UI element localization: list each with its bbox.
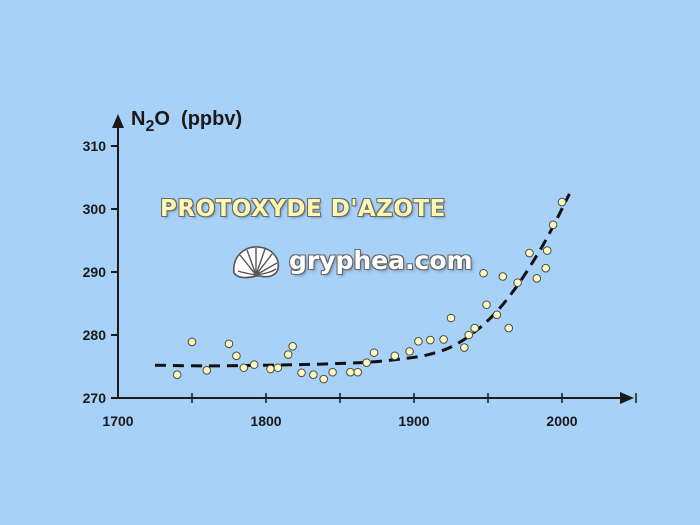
data-point: [470, 323, 479, 333]
y-axis-title-sub: 2: [145, 118, 154, 135]
data-point: [187, 337, 197, 347]
data-point: [319, 374, 329, 384]
chart-annotation-title: PROTOXYDE D'AZOTE: [160, 196, 446, 222]
y-axis-title-rest: O (ppbv): [154, 108, 242, 130]
data-point: [542, 246, 552, 255]
x-tick-label: 1900: [398, 413, 429, 429]
data-point: [504, 323, 514, 333]
data-point: [224, 339, 234, 349]
data-point: [249, 360, 259, 369]
y-tick-label: 310: [83, 138, 107, 154]
y-axis-arrow: [112, 114, 124, 128]
watermark-text: gryphea.com: [289, 246, 473, 275]
data-point: [548, 220, 558, 230]
data-point: [172, 370, 182, 379]
data-point: [479, 268, 488, 278]
y-axis-title-main: N: [131, 108, 145, 130]
data-point: [460, 343, 469, 352]
x-tick-label: 1700: [102, 413, 133, 429]
data-point: [283, 350, 293, 359]
data-point: [464, 330, 474, 340]
data-point: [202, 365, 212, 375]
y-tick-label: 290: [83, 264, 107, 280]
axes: 270 280 290 300 310 1700 1800 1900 2000: [83, 114, 637, 429]
x-tick-label: 2000: [546, 413, 577, 429]
shell-logo-icon: [233, 246, 280, 279]
data-point: [425, 335, 435, 345]
y-tick-label: 300: [83, 201, 107, 217]
y-tick-label: 270: [83, 390, 107, 406]
data-points-group: [172, 197, 567, 384]
data-point: [513, 278, 522, 288]
data-point: [482, 300, 491, 310]
data-point: [498, 272, 508, 281]
data-point: [369, 348, 379, 357]
data-point: [266, 364, 275, 374]
data-point: [239, 363, 249, 373]
data-point: [353, 367, 363, 377]
x-axis-arrow: [620, 392, 634, 404]
data-point: [541, 263, 551, 273]
data-point: [346, 367, 355, 377]
data-point: [232, 351, 241, 361]
data-point: [297, 368, 306, 378]
y-axis-title: N2O (ppbv): [131, 108, 242, 135]
data-point: [309, 370, 318, 379]
data-point: [492, 310, 502, 320]
data-point: [414, 337, 423, 346]
data-point: [273, 363, 283, 373]
data-point: [390, 351, 400, 361]
data-point: [557, 197, 567, 207]
data-point: [328, 367, 337, 377]
data-point: [439, 335, 448, 344]
x-tick-label: 1800: [250, 413, 281, 429]
data-point: [362, 358, 371, 368]
data-point: [405, 347, 414, 356]
data-point: [288, 342, 297, 351]
y-tick-label: 280: [83, 327, 107, 343]
data-point: [525, 248, 534, 258]
data-point: [532, 274, 542, 283]
data-point: [446, 313, 456, 323]
